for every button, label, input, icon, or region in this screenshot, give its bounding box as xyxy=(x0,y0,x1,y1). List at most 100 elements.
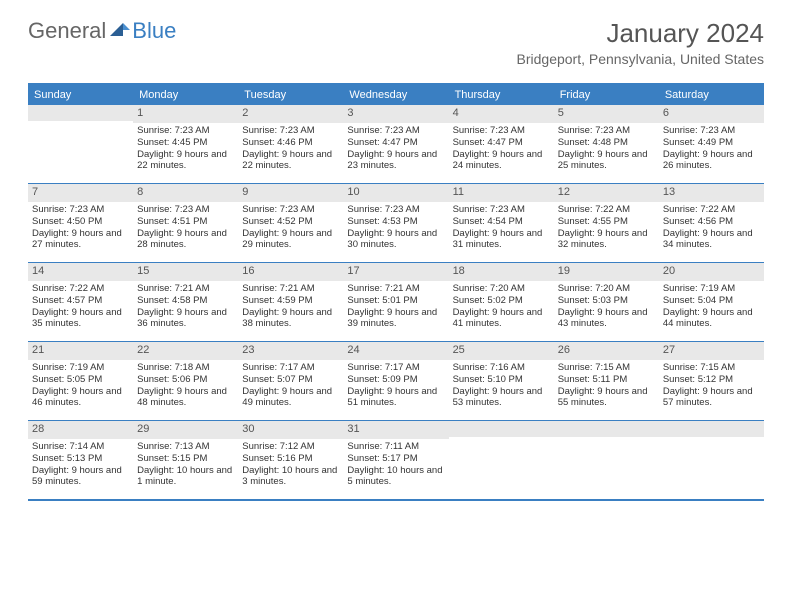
sunset-text: Sunset: 4:51 PM xyxy=(137,216,234,228)
calendar-cell: 25Sunrise: 7:16 AMSunset: 5:10 PMDayligh… xyxy=(449,342,554,420)
calendar-cell: 15Sunrise: 7:21 AMSunset: 4:58 PMDayligh… xyxy=(133,263,238,341)
sunrise-text: Sunrise: 7:22 AM xyxy=(32,283,129,295)
calendar-cell xyxy=(554,421,659,499)
calendar-cell: 24Sunrise: 7:17 AMSunset: 5:09 PMDayligh… xyxy=(343,342,448,420)
sunrise-text: Sunrise: 7:21 AM xyxy=(137,283,234,295)
daylight-text: Daylight: 9 hours and 55 minutes. xyxy=(558,386,655,410)
sunset-text: Sunset: 4:45 PM xyxy=(137,137,234,149)
calendar-cell: 6Sunrise: 7:23 AMSunset: 4:49 PMDaylight… xyxy=(659,105,764,183)
daylight-text: Daylight: 10 hours and 5 minutes. xyxy=(347,465,444,489)
cell-body: Sunrise: 7:23 AMSunset: 4:52 PMDaylight:… xyxy=(238,202,343,256)
sunset-text: Sunset: 5:10 PM xyxy=(453,374,550,386)
daylight-text: Daylight: 9 hours and 25 minutes. xyxy=(558,149,655,173)
location-text: Bridgeport, Pennsylvania, United States xyxy=(517,51,764,67)
sunset-text: Sunset: 4:59 PM xyxy=(242,295,339,307)
day-number: 5 xyxy=(554,105,659,123)
calendar-cell xyxy=(28,105,133,183)
day-number: 4 xyxy=(449,105,554,123)
sunrise-text: Sunrise: 7:23 AM xyxy=(32,204,129,216)
week-row: 7Sunrise: 7:23 AMSunset: 4:50 PMDaylight… xyxy=(28,183,764,262)
day-number: 22 xyxy=(133,342,238,360)
daylight-text: Daylight: 9 hours and 43 minutes. xyxy=(558,307,655,331)
daylight-text: Daylight: 9 hours and 29 minutes. xyxy=(242,228,339,252)
calendar-cell: 31Sunrise: 7:11 AMSunset: 5:17 PMDayligh… xyxy=(343,421,448,499)
daylight-text: Daylight: 9 hours and 30 minutes. xyxy=(347,228,444,252)
sunrise-text: Sunrise: 7:23 AM xyxy=(137,204,234,216)
cell-body xyxy=(554,437,659,443)
cell-body: Sunrise: 7:11 AMSunset: 5:17 PMDaylight:… xyxy=(343,439,448,493)
calendar-cell: 16Sunrise: 7:21 AMSunset: 4:59 PMDayligh… xyxy=(238,263,343,341)
daylight-text: Daylight: 9 hours and 27 minutes. xyxy=(32,228,129,252)
cell-body: Sunrise: 7:23 AMSunset: 4:50 PMDaylight:… xyxy=(28,202,133,256)
daylight-text: Daylight: 9 hours and 57 minutes. xyxy=(663,386,760,410)
page-header: General Blue January 2024 Bridgeport, Pe… xyxy=(0,0,792,75)
day-number: 31 xyxy=(343,421,448,439)
day-number: 27 xyxy=(659,342,764,360)
cell-body: Sunrise: 7:23 AMSunset: 4:45 PMDaylight:… xyxy=(133,123,238,177)
sunset-text: Sunset: 4:56 PM xyxy=(663,216,760,228)
calendar-cell: 3Sunrise: 7:23 AMSunset: 4:47 PMDaylight… xyxy=(343,105,448,183)
sunset-text: Sunset: 5:07 PM xyxy=(242,374,339,386)
sunset-text: Sunset: 4:50 PM xyxy=(32,216,129,228)
sunset-text: Sunset: 4:57 PM xyxy=(32,295,129,307)
sunset-text: Sunset: 4:54 PM xyxy=(453,216,550,228)
cell-body: Sunrise: 7:20 AMSunset: 5:03 PMDaylight:… xyxy=(554,281,659,335)
cell-body: Sunrise: 7:23 AMSunset: 4:47 PMDaylight:… xyxy=(449,123,554,177)
daylight-text: Daylight: 9 hours and 22 minutes. xyxy=(137,149,234,173)
sunrise-text: Sunrise: 7:19 AM xyxy=(32,362,129,374)
day-number: 25 xyxy=(449,342,554,360)
sunset-text: Sunset: 4:58 PM xyxy=(137,295,234,307)
cell-body: Sunrise: 7:15 AMSunset: 5:12 PMDaylight:… xyxy=(659,360,764,414)
sunrise-text: Sunrise: 7:21 AM xyxy=(347,283,444,295)
calendar-cell: 29Sunrise: 7:13 AMSunset: 5:15 PMDayligh… xyxy=(133,421,238,499)
day-number: 19 xyxy=(554,263,659,281)
sunrise-text: Sunrise: 7:17 AM xyxy=(347,362,444,374)
cell-body: Sunrise: 7:23 AMSunset: 4:51 PMDaylight:… xyxy=(133,202,238,256)
daylight-text: Daylight: 9 hours and 35 minutes. xyxy=(32,307,129,331)
cell-body: Sunrise: 7:23 AMSunset: 4:53 PMDaylight:… xyxy=(343,202,448,256)
calendar-cell: 20Sunrise: 7:19 AMSunset: 5:04 PMDayligh… xyxy=(659,263,764,341)
daylight-text: Daylight: 9 hours and 39 minutes. xyxy=(347,307,444,331)
day-number: 20 xyxy=(659,263,764,281)
sunrise-text: Sunrise: 7:23 AM xyxy=(558,125,655,137)
sunset-text: Sunset: 4:47 PM xyxy=(347,137,444,149)
logo-text-blue: Blue xyxy=(132,18,176,44)
sunrise-text: Sunrise: 7:23 AM xyxy=(453,204,550,216)
weeks-container: 1Sunrise: 7:23 AMSunset: 4:45 PMDaylight… xyxy=(28,105,764,499)
cell-body: Sunrise: 7:14 AMSunset: 5:13 PMDaylight:… xyxy=(28,439,133,493)
day-number: 24 xyxy=(343,342,448,360)
day-number: 1 xyxy=(133,105,238,123)
logo-flag-icon xyxy=(110,20,130,43)
daylight-text: Daylight: 9 hours and 46 minutes. xyxy=(32,386,129,410)
calendar-cell: 10Sunrise: 7:23 AMSunset: 4:53 PMDayligh… xyxy=(343,184,448,262)
sunset-text: Sunset: 4:46 PM xyxy=(242,137,339,149)
day-number: 3 xyxy=(343,105,448,123)
cell-body: Sunrise: 7:17 AMSunset: 5:07 PMDaylight:… xyxy=(238,360,343,414)
daylight-text: Daylight: 9 hours and 51 minutes. xyxy=(347,386,444,410)
cell-body: Sunrise: 7:23 AMSunset: 4:47 PMDaylight:… xyxy=(343,123,448,177)
calendar-cell: 27Sunrise: 7:15 AMSunset: 5:12 PMDayligh… xyxy=(659,342,764,420)
cell-body: Sunrise: 7:21 AMSunset: 4:58 PMDaylight:… xyxy=(133,281,238,335)
daylight-text: Daylight: 9 hours and 32 minutes. xyxy=(558,228,655,252)
sunset-text: Sunset: 5:17 PM xyxy=(347,453,444,465)
week-row: 28Sunrise: 7:14 AMSunset: 5:13 PMDayligh… xyxy=(28,420,764,499)
calendar-grid: Sunday Monday Tuesday Wednesday Thursday… xyxy=(28,83,764,501)
sunrise-text: Sunrise: 7:17 AM xyxy=(242,362,339,374)
cell-body: Sunrise: 7:23 AMSunset: 4:49 PMDaylight:… xyxy=(659,123,764,177)
calendar-cell xyxy=(659,421,764,499)
sunrise-text: Sunrise: 7:13 AM xyxy=(137,441,234,453)
cell-body: Sunrise: 7:13 AMSunset: 5:15 PMDaylight:… xyxy=(133,439,238,493)
sunrise-text: Sunrise: 7:22 AM xyxy=(558,204,655,216)
sunset-text: Sunset: 5:16 PM xyxy=(242,453,339,465)
calendar-cell: 5Sunrise: 7:23 AMSunset: 4:48 PMDaylight… xyxy=(554,105,659,183)
calendar-cell: 2Sunrise: 7:23 AMSunset: 4:46 PMDaylight… xyxy=(238,105,343,183)
week-row: 21Sunrise: 7:19 AMSunset: 5:05 PMDayligh… xyxy=(28,341,764,420)
sunset-text: Sunset: 5:12 PM xyxy=(663,374,760,386)
calendar-cell: 14Sunrise: 7:22 AMSunset: 4:57 PMDayligh… xyxy=(28,263,133,341)
day-number: 10 xyxy=(343,184,448,202)
sunset-text: Sunset: 5:15 PM xyxy=(137,453,234,465)
calendar-cell: 18Sunrise: 7:20 AMSunset: 5:02 PMDayligh… xyxy=(449,263,554,341)
dayhead-monday: Monday xyxy=(133,85,238,105)
sunrise-text: Sunrise: 7:14 AM xyxy=(32,441,129,453)
cell-body xyxy=(659,437,764,443)
